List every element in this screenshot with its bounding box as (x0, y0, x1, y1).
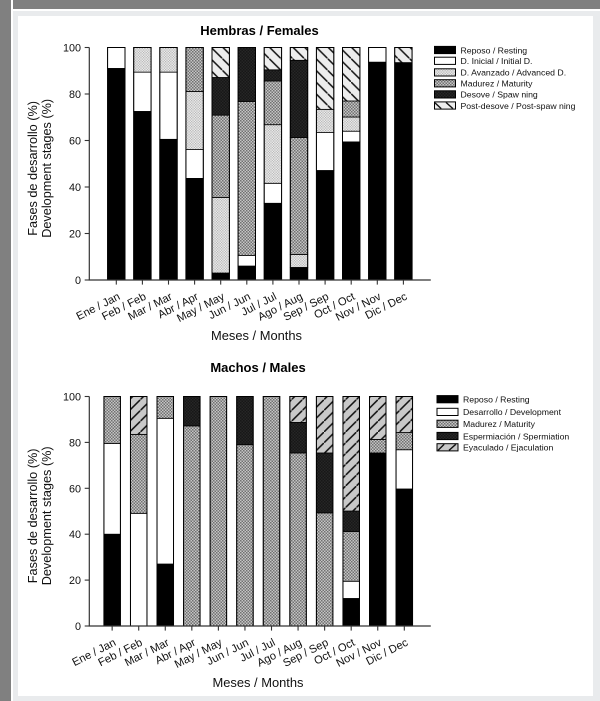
svg-text:40: 40 (69, 182, 81, 194)
svg-text:Development stages (%): Development stages (%) (40, 99, 54, 238)
svg-text:D. Inicial / Initial D.: D. Inicial / Initial D. (461, 56, 533, 66)
svg-text:Madurez / Maturity: Madurez / Maturity (463, 419, 536, 429)
svg-text:Post-desove / Post-spaw ning: Post-desove / Post-spaw ning (461, 101, 576, 111)
svg-text:0: 0 (75, 621, 81, 633)
svg-text:80: 80 (69, 437, 81, 449)
svg-text:Machos / Males: Machos / Males (210, 360, 305, 375)
svg-text:100: 100 (63, 43, 81, 55)
svg-text:Meses / Months: Meses / Months (213, 675, 304, 690)
svg-text:Espermiación / Spermiation: Espermiación / Spermiation (463, 431, 569, 441)
svg-text:Meses / Months: Meses / Months (211, 328, 302, 343)
svg-text:20: 20 (69, 229, 81, 241)
svg-text:Development stages (%): Development stages (%) (40, 446, 54, 585)
svg-text:Reposo / Resting: Reposo / Resting (463, 395, 530, 405)
svg-text:60: 60 (69, 136, 81, 148)
svg-text:40: 40 (69, 529, 81, 541)
svg-text:20: 20 (69, 575, 81, 587)
svg-text:Madurez / Maturity: Madurez / Maturity (461, 79, 534, 89)
svg-text:Eyaculado / Ejaculation: Eyaculado / Ejaculation (463, 443, 553, 453)
svg-text:80: 80 (69, 89, 81, 101)
svg-text:Fases de desarrollo (%): Fases de desarrollo (%) (26, 101, 40, 236)
svg-text:D. Avanzado / Advanced D.: D. Avanzado / Advanced D. (461, 68, 567, 78)
svg-text:Desarrollo / Development: Desarrollo / Development (463, 407, 562, 417)
svg-text:100: 100 (63, 392, 81, 404)
svg-text:Fases de desarrollo (%): Fases de desarrollo (%) (26, 449, 40, 584)
svg-text:Reposo / Resting: Reposo / Resting (461, 45, 528, 55)
svg-text:0: 0 (75, 275, 81, 287)
svg-text:60: 60 (69, 483, 81, 495)
svg-text:Hembras / Females: Hembras / Females (200, 23, 319, 38)
svg-text:Desove / Spaw ning: Desove / Spaw ning (461, 90, 538, 100)
